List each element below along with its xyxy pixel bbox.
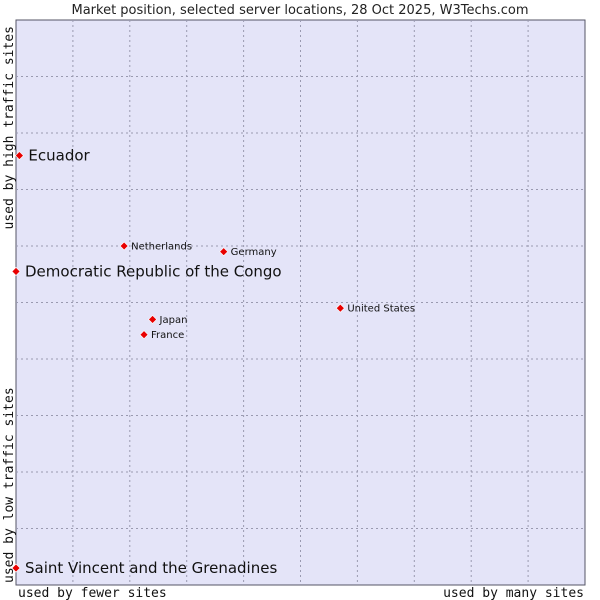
point-marker-saint-vincent-and-the-grenadines: [11, 563, 21, 573]
point-label-netherlands: Netherlands: [131, 242, 192, 253]
point-marker-netherlands: [119, 241, 129, 251]
grid-lines: [16, 20, 585, 585]
y-axis-label-high: used by high traffic sites: [2, 26, 17, 230]
x-axis-label-high: used by many sites: [443, 586, 584, 600]
point-label-germany: Germany: [231, 247, 277, 258]
y-axis-label-low: used by low traffic sites: [2, 387, 17, 583]
point-marker-ecuador: [14, 151, 24, 161]
point-marker-japan: [148, 315, 157, 324]
point-label-japan: Japan: [159, 315, 188, 326]
point-label-democratic-republic-of-the-congo: Democratic Republic of the Congo: [25, 262, 282, 280]
x-axis-label-low: used by fewer sites: [18, 586, 167, 600]
point-label-united-states: United States: [347, 304, 415, 315]
point-marker-france: [139, 330, 149, 340]
data-points: Ecuador Democratic Republic of the Congo N…: [11, 147, 415, 577]
chart-title: Market position, selected server locatio…: [71, 3, 528, 18]
point-marker-united-states: [335, 303, 345, 313]
point-marker-germany: [219, 247, 229, 257]
point-label-saint-vincent-and-the-grenadines: Saint Vincent and the Grenadines: [25, 559, 277, 577]
point-label-ecuador: Ecuador: [28, 147, 90, 165]
point-label-france: France: [151, 330, 184, 341]
point-marker-democratic-republic-of-the-congo: [11, 267, 21, 276]
